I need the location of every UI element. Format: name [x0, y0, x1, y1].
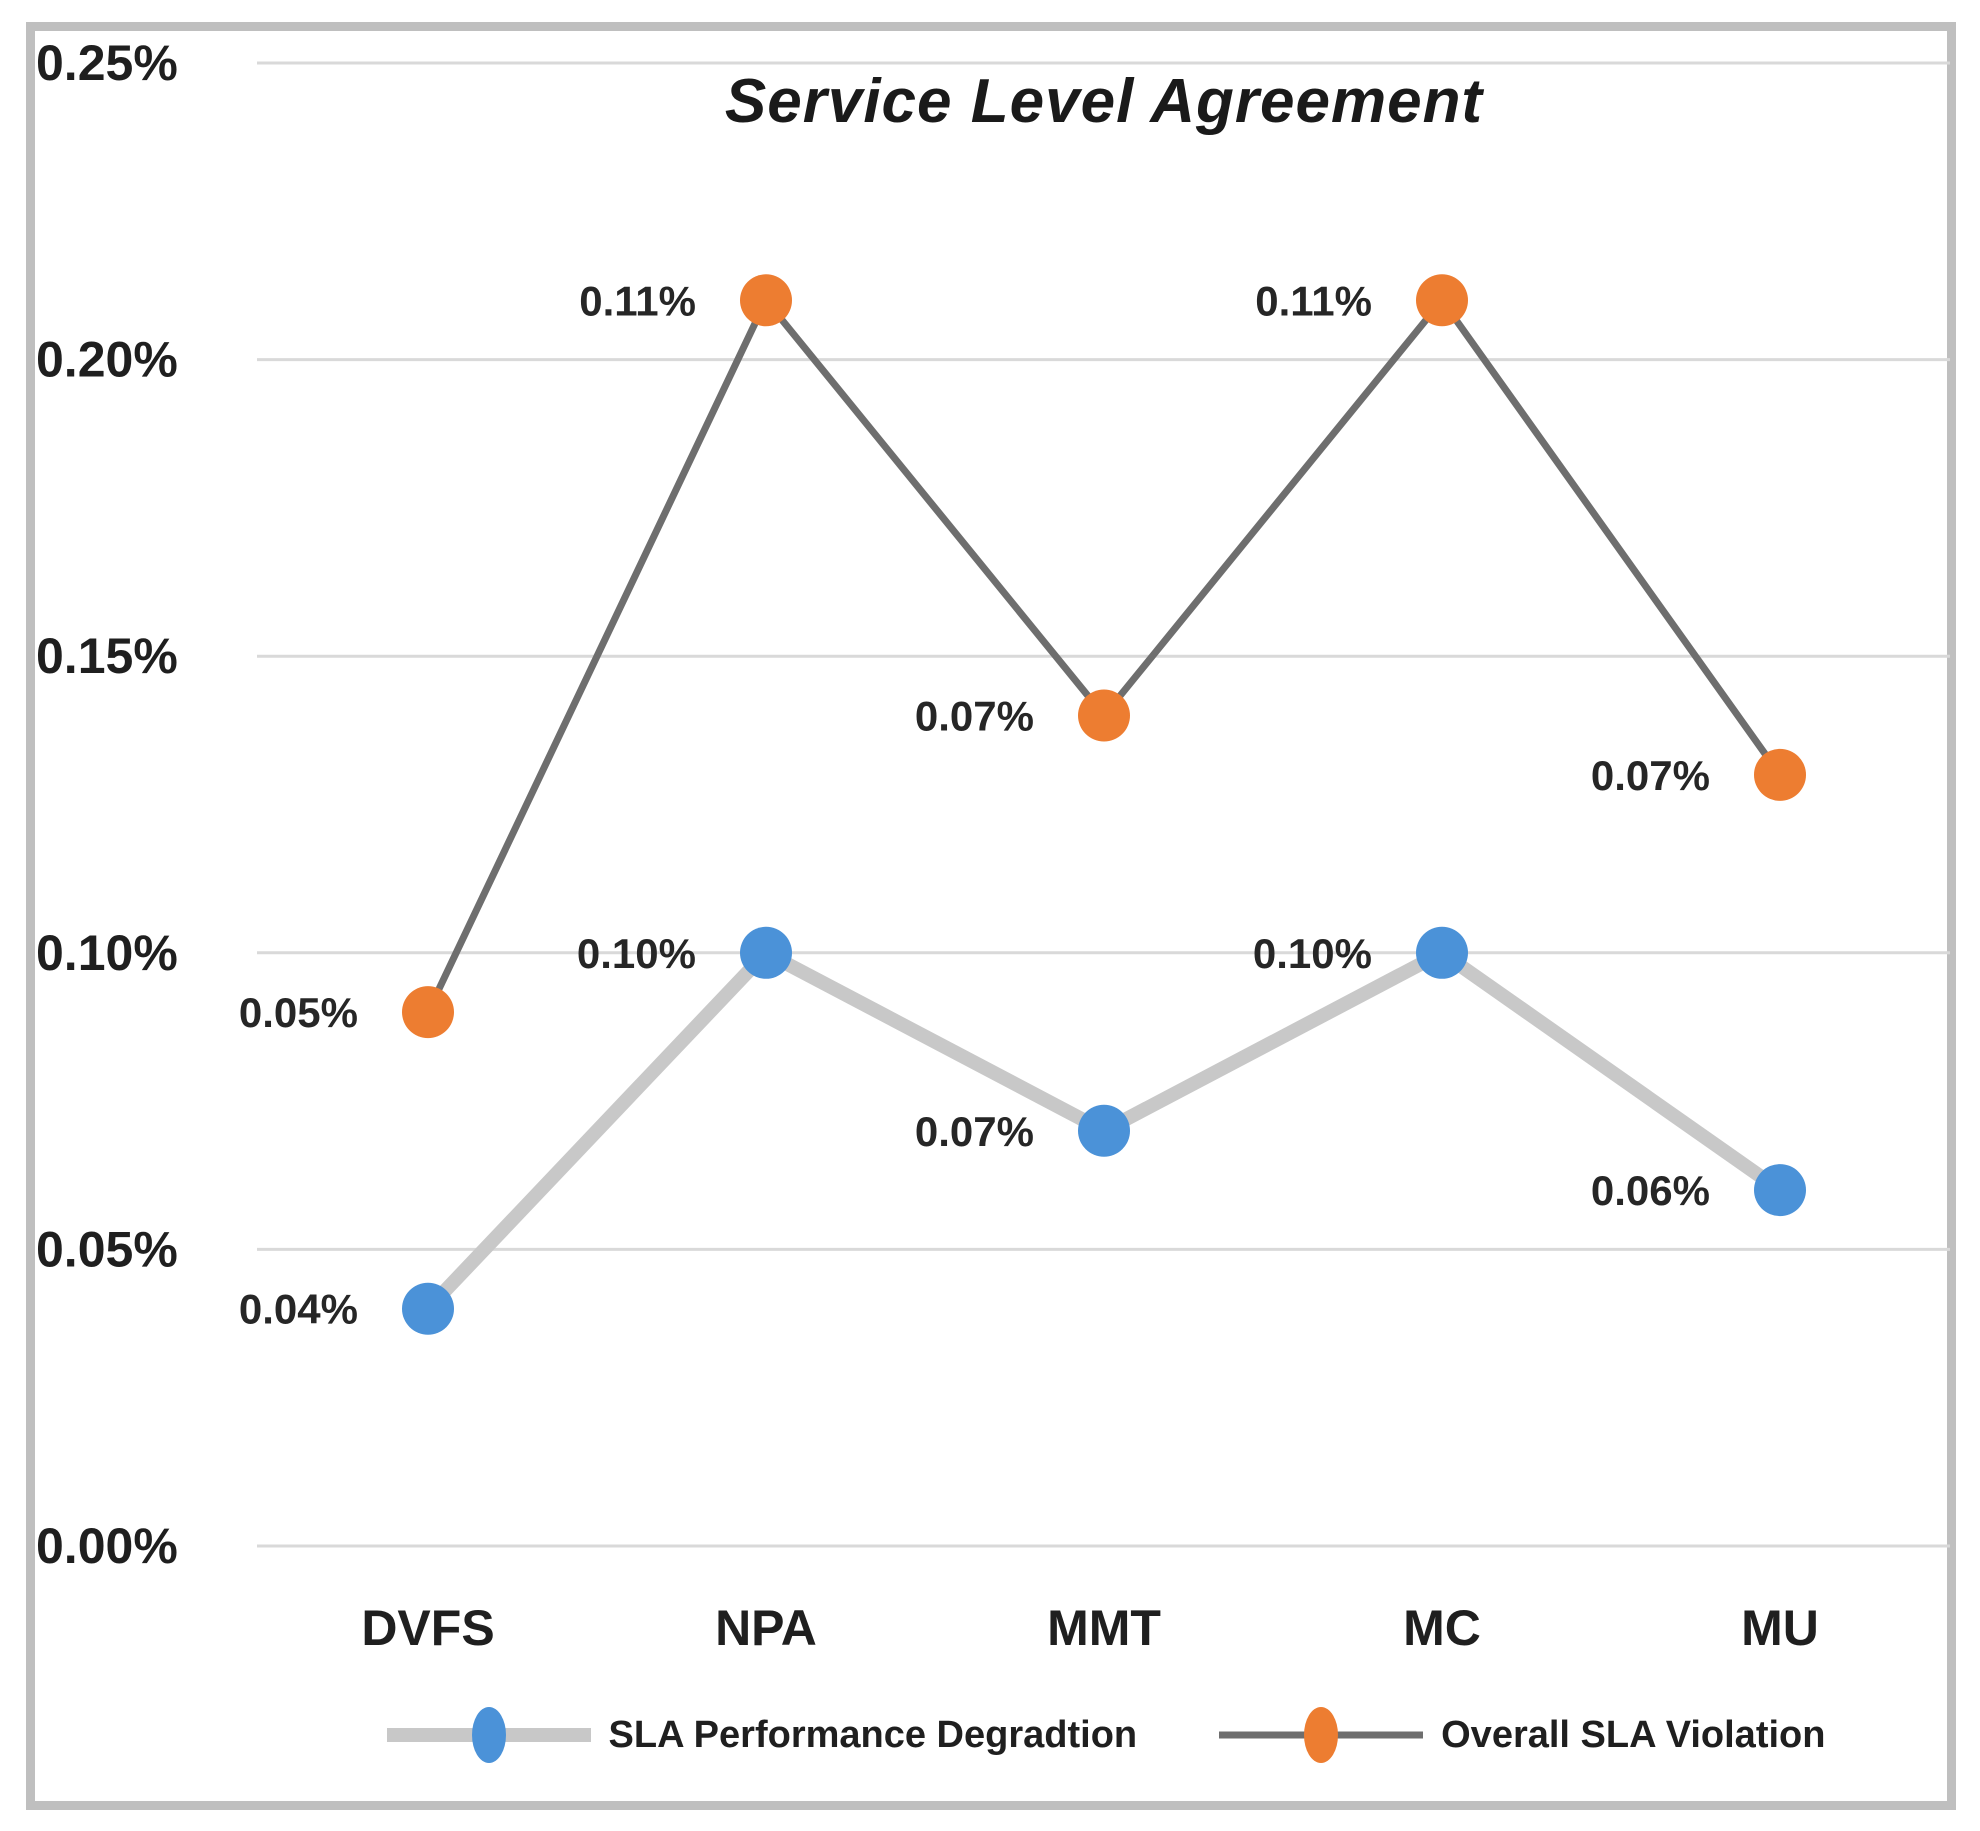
legend-item-sla-performance-degradation: SLA Performance Degradtion [383, 1705, 1138, 1765]
x-category-label: MU [1741, 1600, 1819, 1656]
data-point-marker [1416, 926, 1468, 979]
x-category-label: MC [1403, 1600, 1481, 1656]
y-tick-label: 0.15% [36, 628, 178, 684]
x-category-label: DVFS [361, 1600, 494, 1656]
y-tick-label: 0.00% [36, 1518, 178, 1574]
data-point-marker [1754, 1164, 1806, 1217]
data-point-label: 0.05% [239, 989, 358, 1036]
legend-swatch-line-marker [1219, 1707, 1424, 1763]
data-point-marker [1078, 1104, 1130, 1157]
data-point-label: 0.07% [915, 1108, 1034, 1155]
y-tick-label: 0.05% [36, 1221, 178, 1277]
legend-label: Overall SLA Violation [1441, 1713, 1826, 1756]
x-category-label: MMT [1047, 1600, 1161, 1656]
data-point-label: 0.07% [915, 693, 1034, 740]
y-tick-label: 0.25% [36, 35, 178, 91]
data-point-marker [1416, 274, 1468, 327]
data-point-label: 0.10% [1253, 930, 1372, 977]
data-point-label: 0.07% [1591, 752, 1710, 799]
data-point-marker [1078, 689, 1130, 742]
data-point-label: 0.11% [1255, 277, 1372, 324]
data-point-label: 0.11% [579, 277, 696, 324]
data-point-label: 0.04% [239, 1286, 358, 1333]
data-point-marker [1754, 748, 1806, 801]
x-category-label: NPA [715, 1600, 817, 1656]
data-point-marker [402, 986, 454, 1039]
data-point-label: 0.06% [1591, 1167, 1710, 1214]
chart-title: Service Level Agreement [724, 67, 1484, 136]
legend: SLA Performance Degradtion Overall SLA V… [259, 1700, 1949, 1770]
y-tick-label: 0.10% [36, 925, 178, 981]
legend-swatch-line-marker [386, 1707, 591, 1763]
data-point-marker [740, 274, 792, 327]
data-point-marker [740, 926, 792, 979]
figure-border [26, 22, 1956, 1810]
data-point-marker [402, 1282, 454, 1335]
legend-item-overall-sla-violation: Overall SLA Violation [1215, 1705, 1825, 1765]
y-tick-label: 0.20% [36, 332, 178, 388]
data-point-label: 0.10% [577, 930, 696, 977]
legend-label: SLA Performance Degradtion [608, 1713, 1138, 1756]
